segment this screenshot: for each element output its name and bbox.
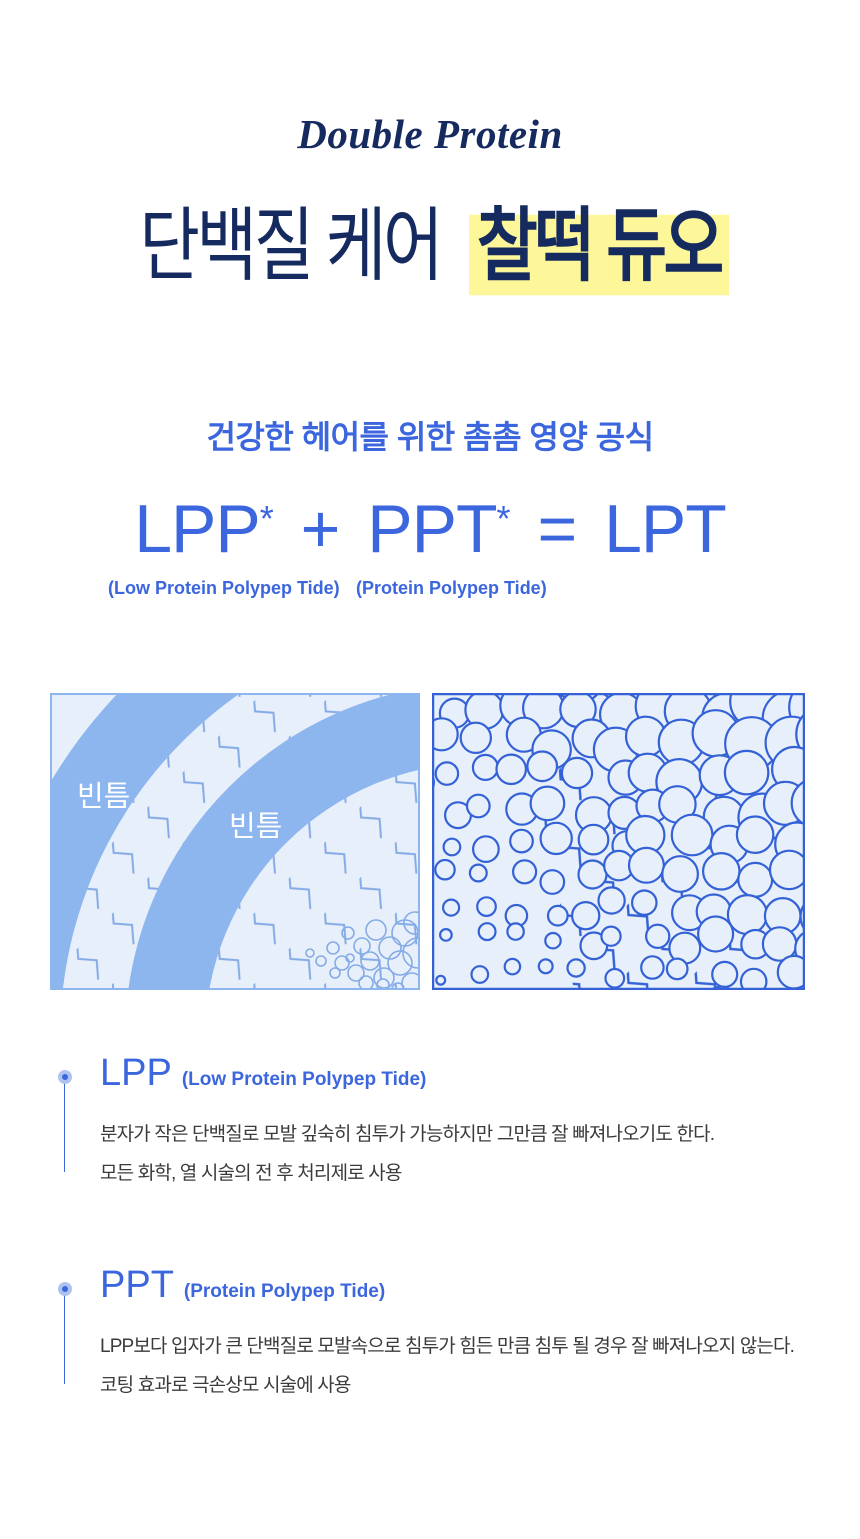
svg-text:빈틈: 빈틈	[77, 781, 130, 813]
svg-text:빈틈: 빈틈	[229, 811, 282, 843]
